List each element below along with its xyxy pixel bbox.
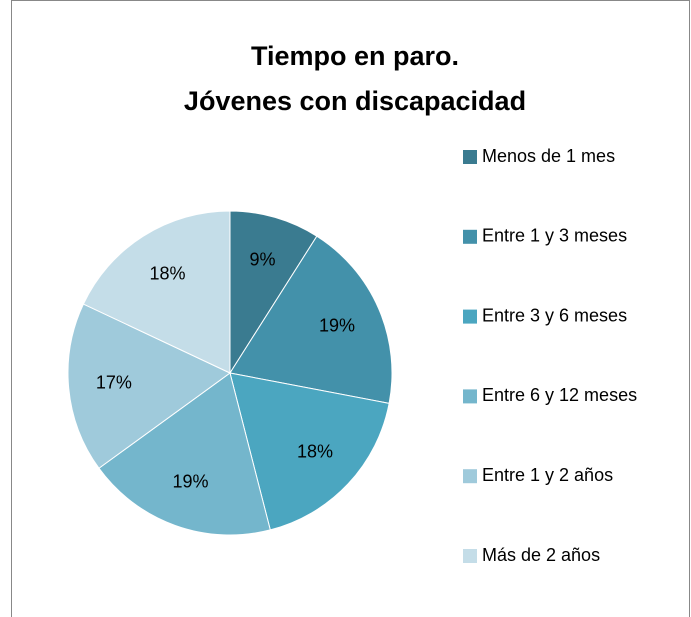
data-label: 18% — [297, 442, 333, 462]
legend-label: Entre 1 y 2 años — [482, 465, 613, 485]
data-label: 18% — [149, 263, 185, 283]
chart-title: Jóvenes con discapacidad — [184, 86, 526, 116]
legend-swatch — [463, 389, 477, 404]
data-label: 19% — [172, 471, 208, 491]
legend-label: Entre 1 y 3 meses — [482, 226, 627, 246]
data-label: 19% — [319, 315, 355, 335]
pie-slice — [229, 235, 393, 404]
legend-label: Menos de 1 mes — [482, 146, 615, 166]
pie-slice — [229, 210, 318, 375]
pie-slice — [98, 372, 271, 536]
data-label: 17% — [96, 373, 132, 393]
legend-swatch — [463, 150, 477, 164]
legend-swatch — [463, 229, 477, 244]
legend-swatch — [463, 469, 477, 484]
legend-label: Entre 3 y 6 meses — [482, 305, 627, 325]
legend-swatch — [463, 549, 477, 563]
legend-swatch — [463, 309, 477, 324]
pie-slice — [229, 372, 390, 531]
chart-title: Tiempo en paro. — [251, 41, 459, 71]
pie-slice — [82, 210, 231, 374]
legend-label: Entre 6 y 12 meses — [482, 385, 637, 405]
pie-slice — [67, 303, 231, 469]
data-label: 9% — [250, 250, 276, 270]
legend-label: Más de 2 años — [482, 545, 600, 565]
